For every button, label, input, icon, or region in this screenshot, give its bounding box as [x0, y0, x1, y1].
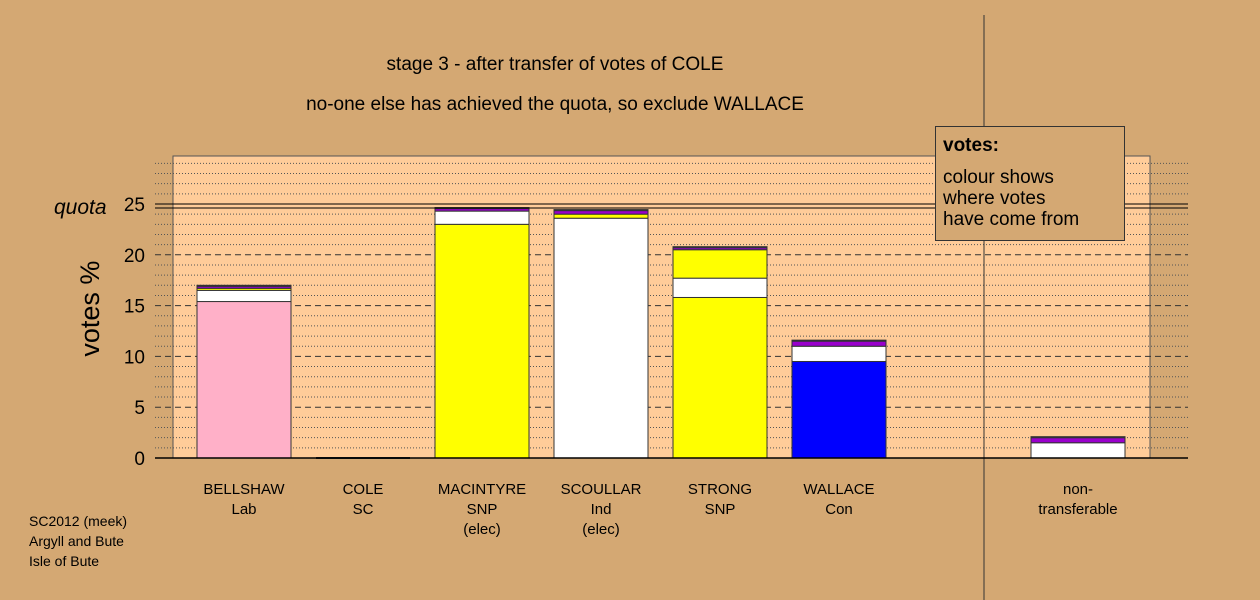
x-tick-label: COLE SC — [343, 481, 384, 518]
y-tick-label: 5 — [134, 398, 145, 419]
x-tick-label: STRONG SNP — [688, 481, 752, 518]
legend-text: colour shows where votes have come from — [943, 167, 1117, 230]
legend-box: votes: colour shows where votes have com… — [935, 126, 1125, 241]
bar-segment — [1030, 436, 1126, 439]
y-tick-label: 25 — [124, 195, 145, 216]
bar-segment — [553, 209, 649, 212]
legend-line: colour shows — [943, 167, 1054, 188]
bar-segment — [1030, 442, 1126, 459]
x-tick-label: BELLSHAW Lab — [203, 481, 285, 518]
legend-title: votes: — [943, 135, 999, 156]
bar-segment — [196, 284, 292, 287]
footer-line: SC2012 (meek) — [29, 513, 128, 529]
chart-title: stage 3 - after transfer of votes of COL… — [386, 54, 724, 75]
bar-segment — [791, 360, 887, 459]
y-axis-label: votes % — [75, 261, 105, 357]
legend-line: where votes — [943, 188, 1046, 209]
bar-segment — [553, 210, 649, 215]
footer-info: SC2012 (meek) Argyll and Bute Isle of Bu… — [29, 511, 127, 571]
bar-segment — [196, 289, 292, 303]
y-tick-label: 0 — [134, 449, 145, 470]
bar-segment — [672, 249, 768, 279]
y-tick-label: 10 — [124, 347, 145, 368]
bar-segment — [434, 210, 530, 225]
footer-line: Argyll and Bute — [29, 533, 124, 549]
x-tick-label: non-transferable — [1038, 481, 1117, 518]
chart-subtitle: no-one else has achieved the quota, so e… — [306, 94, 804, 115]
bar-segment — [672, 277, 768, 298]
footer-line: Isle of Bute — [29, 553, 100, 569]
bar-segment — [553, 217, 649, 459]
bar-segment — [672, 296, 768, 459]
bar-segment — [196, 301, 292, 459]
legend-line: have come from — [943, 209, 1080, 230]
x-tick-label: SCOULLAR Ind (elec) — [561, 481, 642, 538]
y-tick-label: 20 — [124, 246, 145, 267]
y-tick-label: 15 — [124, 297, 145, 318]
bar-segment — [1030, 437, 1126, 444]
bar-segment — [791, 340, 887, 347]
bar-segment — [434, 223, 530, 459]
quota-label: quota — [54, 196, 107, 219]
bar-segment — [672, 246, 768, 249]
bar-segment — [791, 345, 887, 362]
bar-segment — [791, 339, 887, 342]
x-tick-label: WALLACE Con — [803, 481, 874, 518]
bar-segment — [553, 213, 649, 219]
x-tick-label: MACINTYRE SNP (elec) — [438, 481, 526, 538]
